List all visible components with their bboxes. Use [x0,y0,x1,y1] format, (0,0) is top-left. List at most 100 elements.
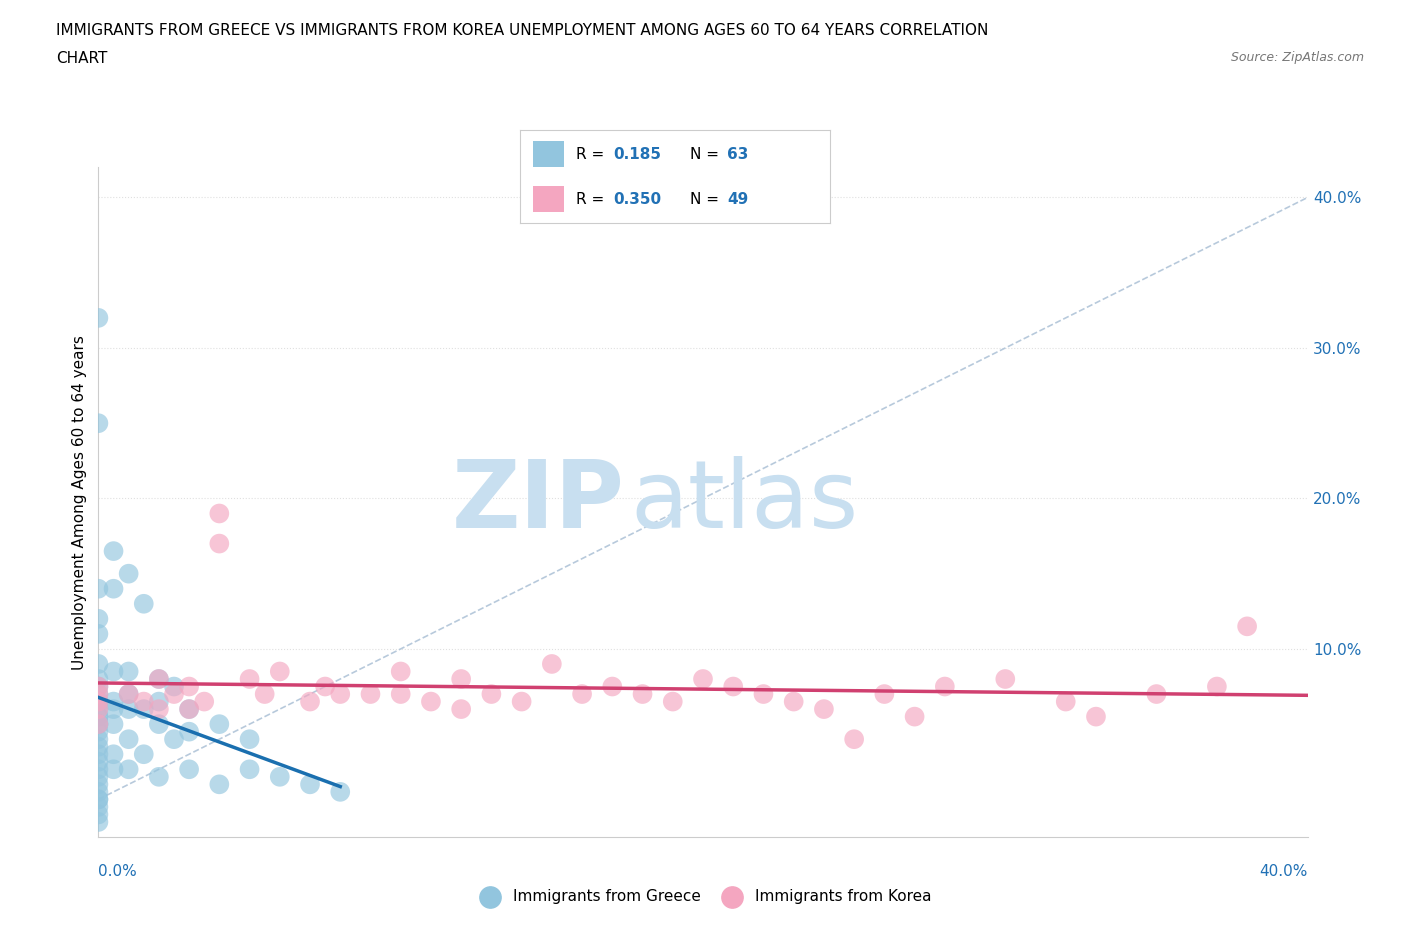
Point [87,679,110,694]
Point [103,717,125,732]
Point [118,686,141,701]
Point [329,686,352,701]
Point [540,657,562,671]
Text: 0.350: 0.350 [613,192,661,207]
Point [239,671,262,686]
Point [103,664,125,679]
Point [389,664,412,679]
Text: CHART: CHART [56,51,108,66]
Y-axis label: Unemployment Among Ages 60 to 64 years: Unemployment Among Ages 60 to 64 years [72,335,87,670]
Text: 49: 49 [727,192,749,207]
Text: N =: N = [690,192,724,207]
Point [752,686,775,701]
Point [118,732,141,747]
Point [844,732,866,747]
Point [87,747,110,762]
Point [87,717,110,732]
Point [253,686,276,701]
Point [420,694,443,709]
Point [87,581,110,596]
Point [163,679,186,694]
Point [87,686,110,701]
Point [118,701,141,716]
Point [87,627,110,642]
Point [692,671,714,686]
Point [329,784,352,799]
Point [87,694,110,709]
Point [87,694,110,709]
Point [87,671,110,686]
Point [103,747,125,762]
Point [269,769,291,784]
Point [148,717,170,732]
Point [87,762,110,777]
Point [148,671,170,686]
Point [132,596,155,611]
Point [1144,686,1167,701]
Point [103,694,125,709]
Point [87,777,110,791]
Point [193,694,215,709]
Point [87,416,110,431]
Point [87,732,110,747]
Point [87,792,110,807]
Point [299,694,322,709]
Point [87,739,110,754]
FancyBboxPatch shape [533,141,564,167]
Point [87,710,110,724]
Text: 0.185: 0.185 [613,147,661,163]
Point [148,694,170,709]
Point [87,686,110,701]
Point [239,762,262,777]
Point [87,792,110,807]
Point [132,701,155,716]
Point [118,566,141,581]
Point [87,657,110,671]
Point [783,694,806,709]
Point [103,544,125,559]
Point [934,679,956,694]
Point [87,769,110,784]
Point [450,671,472,686]
Point [163,686,186,701]
Point [904,710,927,724]
Point [1054,694,1077,709]
Point [87,815,110,830]
Point [87,754,110,769]
Point [87,717,110,732]
Text: 40.0%: 40.0% [1260,864,1308,879]
Point [208,717,231,732]
Point [360,686,382,701]
Point [132,694,155,709]
Point [148,701,170,716]
Point [389,686,412,701]
Point [148,769,170,784]
Point [103,701,125,716]
Point [87,701,110,716]
Point [179,762,201,777]
FancyBboxPatch shape [533,186,564,212]
Point [87,800,110,815]
Text: N =: N = [690,147,724,163]
Point [1085,710,1108,724]
Point [450,701,472,716]
Point [148,671,170,686]
Point [1236,618,1258,633]
Point [87,717,110,732]
Text: R =: R = [576,192,609,207]
Point [87,611,110,626]
Point [87,694,110,709]
Point [179,724,201,739]
Text: IMMIGRANTS FROM GREECE VS IMMIGRANTS FROM KOREA UNEMPLOYMENT AMONG AGES 60 TO 64: IMMIGRANTS FROM GREECE VS IMMIGRANTS FRO… [56,23,988,38]
Text: R =: R = [576,147,609,163]
Point [118,686,141,701]
Point [510,694,533,709]
Legend: Immigrants from Greece, Immigrants from Korea: Immigrants from Greece, Immigrants from … [468,883,938,910]
Point [481,686,503,701]
Point [163,732,186,747]
Point [662,694,685,709]
Point [179,701,201,716]
Point [994,671,1017,686]
Text: ZIP: ZIP [451,457,624,548]
Point [87,701,110,716]
